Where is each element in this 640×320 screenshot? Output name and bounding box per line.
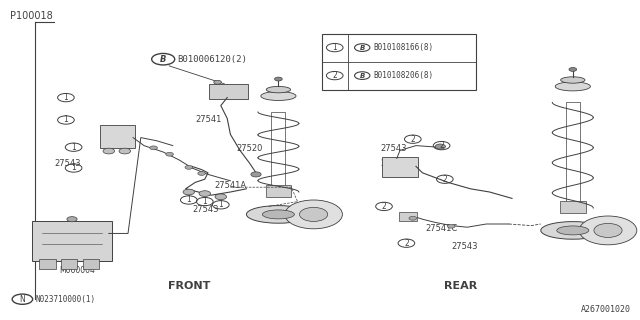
Text: M060004: M060004: [59, 266, 95, 275]
FancyBboxPatch shape: [209, 84, 248, 99]
Text: B010108166(8): B010108166(8): [373, 43, 433, 52]
Text: P100018: P100018: [10, 11, 52, 21]
Text: 2: 2: [332, 71, 337, 80]
Text: N: N: [20, 295, 25, 304]
Circle shape: [150, 146, 157, 150]
Circle shape: [214, 80, 221, 84]
Text: FRONT: FRONT: [168, 281, 210, 292]
Text: 27541B: 27541B: [381, 159, 413, 168]
Ellipse shape: [262, 210, 294, 219]
FancyBboxPatch shape: [100, 125, 135, 148]
Circle shape: [166, 152, 173, 156]
Text: 1: 1: [332, 43, 337, 52]
Text: N023710000(1): N023710000(1): [35, 295, 95, 304]
Circle shape: [275, 77, 282, 81]
Text: B: B: [360, 44, 365, 51]
Circle shape: [579, 216, 637, 245]
Text: 27541A: 27541A: [214, 181, 246, 190]
Circle shape: [594, 223, 622, 237]
Text: 1: 1: [63, 93, 68, 102]
Circle shape: [285, 200, 342, 229]
Circle shape: [435, 144, 445, 149]
Text: B010006120(2): B010006120(2): [177, 55, 247, 64]
Text: 2: 2: [381, 202, 387, 211]
Circle shape: [198, 172, 205, 175]
Ellipse shape: [561, 77, 585, 83]
Circle shape: [67, 217, 77, 222]
Text: 1: 1: [63, 116, 68, 124]
FancyBboxPatch shape: [399, 212, 417, 221]
Text: 2: 2: [404, 239, 409, 248]
Text: 1: 1: [186, 196, 191, 204]
Text: 1: 1: [218, 200, 223, 209]
FancyBboxPatch shape: [39, 259, 56, 269]
Text: 27543: 27543: [54, 159, 81, 168]
Text: B010108206(8): B010108206(8): [373, 71, 433, 80]
Ellipse shape: [555, 82, 590, 91]
Text: 27543: 27543: [451, 242, 477, 251]
Circle shape: [215, 194, 227, 200]
Ellipse shape: [246, 205, 310, 223]
Circle shape: [251, 172, 261, 177]
Text: 2: 2: [442, 175, 447, 184]
Ellipse shape: [266, 86, 291, 93]
Text: A267001020: A267001020: [580, 305, 630, 314]
Circle shape: [183, 189, 195, 195]
FancyBboxPatch shape: [560, 201, 586, 213]
FancyBboxPatch shape: [382, 157, 418, 177]
Text: 1: 1: [71, 164, 76, 172]
Circle shape: [119, 148, 131, 154]
Text: 2: 2: [410, 135, 415, 144]
Circle shape: [185, 165, 193, 169]
Ellipse shape: [541, 221, 605, 239]
Text: 1: 1: [202, 197, 207, 206]
Text: B: B: [160, 55, 166, 64]
Text: B: B: [360, 73, 365, 79]
Text: 27543: 27543: [192, 205, 218, 214]
Text: 27541C: 27541C: [426, 224, 458, 233]
Ellipse shape: [261, 92, 296, 100]
Circle shape: [569, 68, 577, 71]
FancyBboxPatch shape: [32, 221, 112, 261]
Circle shape: [409, 216, 417, 220]
Circle shape: [447, 224, 455, 228]
Ellipse shape: [557, 226, 589, 235]
Circle shape: [103, 148, 115, 154]
Text: 2: 2: [439, 141, 444, 150]
Text: REAR: REAR: [444, 281, 477, 292]
Text: 27543: 27543: [381, 144, 407, 153]
Text: 1: 1: [71, 143, 76, 152]
FancyBboxPatch shape: [266, 185, 291, 197]
FancyBboxPatch shape: [61, 259, 77, 269]
Text: 27541: 27541: [195, 115, 221, 124]
FancyBboxPatch shape: [83, 259, 99, 269]
Circle shape: [199, 191, 211, 196]
Text: 27520: 27520: [237, 144, 263, 153]
Circle shape: [300, 207, 328, 221]
